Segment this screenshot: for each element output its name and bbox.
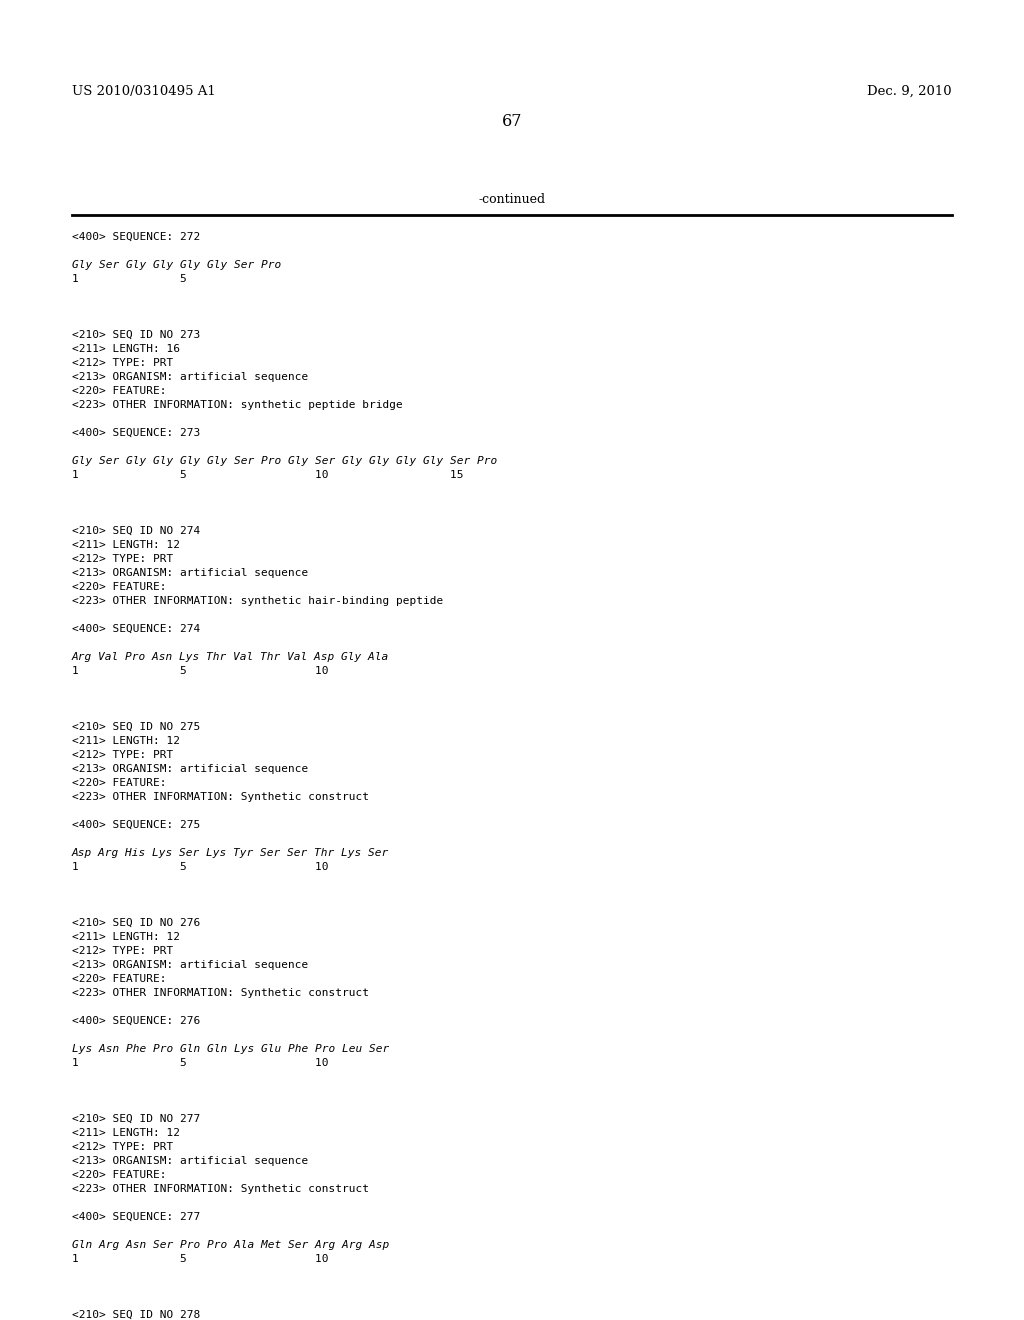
Text: <223> OTHER INFORMATION: Synthetic construct: <223> OTHER INFORMATION: Synthetic const… <box>72 987 369 998</box>
Text: <212> TYPE: PRT: <212> TYPE: PRT <box>72 1142 173 1152</box>
Text: <220> FEATURE:: <220> FEATURE: <box>72 385 167 396</box>
Text: Gly Ser Gly Gly Gly Gly Ser Pro: Gly Ser Gly Gly Gly Gly Ser Pro <box>72 260 282 271</box>
Text: <212> TYPE: PRT: <212> TYPE: PRT <box>72 946 173 956</box>
Text: <211> LENGTH: 12: <211> LENGTH: 12 <box>72 1129 180 1138</box>
Text: <210> SEQ ID NO 278: <210> SEQ ID NO 278 <box>72 1309 201 1320</box>
Text: <210> SEQ ID NO 273: <210> SEQ ID NO 273 <box>72 330 201 341</box>
Text: <223> OTHER INFORMATION: Synthetic construct: <223> OTHER INFORMATION: Synthetic const… <box>72 1184 369 1195</box>
Text: <223> OTHER INFORMATION: Synthetic construct: <223> OTHER INFORMATION: Synthetic const… <box>72 792 369 803</box>
Text: <213> ORGANISM: artificial sequence: <213> ORGANISM: artificial sequence <box>72 568 308 578</box>
Text: <210> SEQ ID NO 274: <210> SEQ ID NO 274 <box>72 525 201 536</box>
Text: 1               5: 1 5 <box>72 275 186 284</box>
Text: US 2010/0310495 A1: US 2010/0310495 A1 <box>72 84 216 98</box>
Text: 67: 67 <box>502 114 522 129</box>
Text: 1               5                   10                  15: 1 5 10 15 <box>72 470 464 480</box>
Text: <211> LENGTH: 16: <211> LENGTH: 16 <box>72 345 180 354</box>
Text: <210> SEQ ID NO 277: <210> SEQ ID NO 277 <box>72 1114 201 1125</box>
Text: -continued: -continued <box>478 193 546 206</box>
Text: Asp Arg His Lys Ser Lys Tyr Ser Ser Thr Lys Ser: Asp Arg His Lys Ser Lys Tyr Ser Ser Thr … <box>72 847 389 858</box>
Text: <400> SEQUENCE: 273: <400> SEQUENCE: 273 <box>72 428 201 438</box>
Text: <213> ORGANISM: artificial sequence: <213> ORGANISM: artificial sequence <box>72 372 308 381</box>
Text: <220> FEATURE:: <220> FEATURE: <box>72 582 167 591</box>
Text: Lys Asn Phe Pro Gln Gln Lys Glu Phe Pro Leu Ser: Lys Asn Phe Pro Gln Gln Lys Glu Phe Pro … <box>72 1044 389 1053</box>
Text: <211> LENGTH: 12: <211> LENGTH: 12 <box>72 540 180 550</box>
Text: <213> ORGANISM: artificial sequence: <213> ORGANISM: artificial sequence <box>72 960 308 970</box>
Text: <223> OTHER INFORMATION: synthetic peptide bridge: <223> OTHER INFORMATION: synthetic pepti… <box>72 400 402 411</box>
Text: <220> FEATURE:: <220> FEATURE: <box>72 777 167 788</box>
Text: <400> SEQUENCE: 276: <400> SEQUENCE: 276 <box>72 1016 201 1026</box>
Text: <212> TYPE: PRT: <212> TYPE: PRT <box>72 358 173 368</box>
Text: <211> LENGTH: 12: <211> LENGTH: 12 <box>72 737 180 746</box>
Text: Dec. 9, 2010: Dec. 9, 2010 <box>867 84 952 98</box>
Text: 1               5                   10: 1 5 10 <box>72 1254 329 1265</box>
Text: <400> SEQUENCE: 274: <400> SEQUENCE: 274 <box>72 624 201 634</box>
Text: <213> ORGANISM: artificial sequence: <213> ORGANISM: artificial sequence <box>72 764 308 774</box>
Text: <210> SEQ ID NO 276: <210> SEQ ID NO 276 <box>72 917 201 928</box>
Text: <211> LENGTH: 12: <211> LENGTH: 12 <box>72 932 180 942</box>
Text: 1               5                   10: 1 5 10 <box>72 1059 329 1068</box>
Text: <220> FEATURE:: <220> FEATURE: <box>72 1170 167 1180</box>
Text: <212> TYPE: PRT: <212> TYPE: PRT <box>72 554 173 564</box>
Text: 1               5                   10: 1 5 10 <box>72 667 329 676</box>
Text: <400> SEQUENCE: 272: <400> SEQUENCE: 272 <box>72 232 201 242</box>
Text: <213> ORGANISM: artificial sequence: <213> ORGANISM: artificial sequence <box>72 1156 308 1166</box>
Text: <210> SEQ ID NO 275: <210> SEQ ID NO 275 <box>72 722 201 733</box>
Text: <400> SEQUENCE: 275: <400> SEQUENCE: 275 <box>72 820 201 830</box>
Text: Arg Val Pro Asn Lys Thr Val Thr Val Asp Gly Ala: Arg Val Pro Asn Lys Thr Val Thr Val Asp … <box>72 652 389 663</box>
Text: <223> OTHER INFORMATION: synthetic hair-binding peptide: <223> OTHER INFORMATION: synthetic hair-… <box>72 597 443 606</box>
Text: <212> TYPE: PRT: <212> TYPE: PRT <box>72 750 173 760</box>
Text: <220> FEATURE:: <220> FEATURE: <box>72 974 167 983</box>
Text: 1               5                   10: 1 5 10 <box>72 862 329 873</box>
Text: Gln Arg Asn Ser Pro Pro Ala Met Ser Arg Arg Asp: Gln Arg Asn Ser Pro Pro Ala Met Ser Arg … <box>72 1239 389 1250</box>
Text: <400> SEQUENCE: 277: <400> SEQUENCE: 277 <box>72 1212 201 1222</box>
Text: Gly Ser Gly Gly Gly Gly Ser Pro Gly Ser Gly Gly Gly Gly Ser Pro: Gly Ser Gly Gly Gly Gly Ser Pro Gly Ser … <box>72 455 498 466</box>
